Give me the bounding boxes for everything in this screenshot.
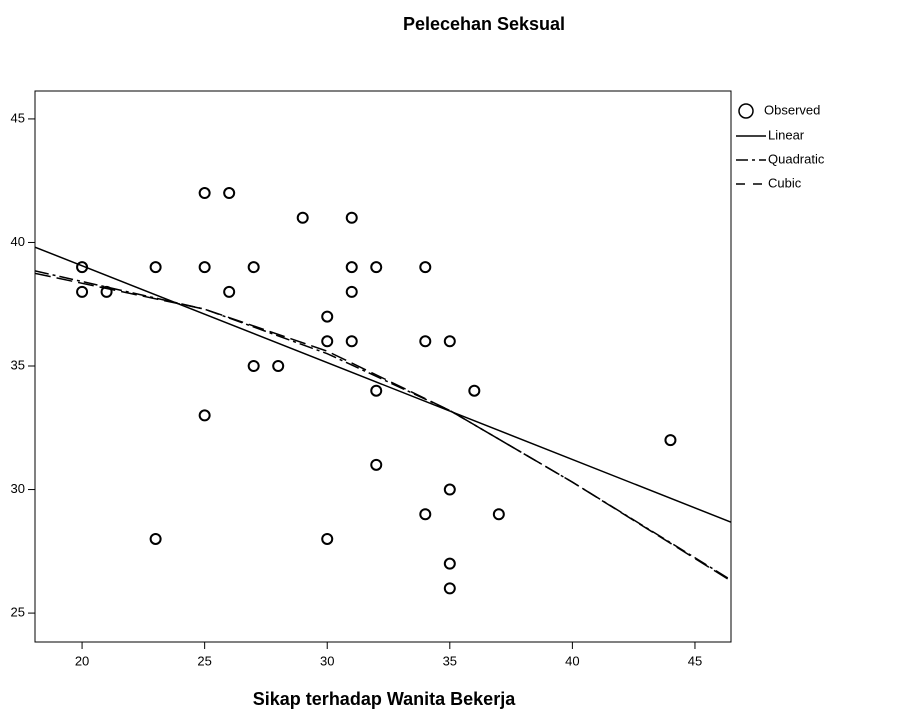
point <box>223 187 236 200</box>
point <box>321 310 334 323</box>
x-tick-label: 30 <box>320 653 334 668</box>
point <box>321 335 334 348</box>
fit-line <box>35 272 731 582</box>
point <box>370 261 383 274</box>
legend-marker <box>738 103 754 119</box>
point <box>664 434 677 447</box>
y-tick-label: 35 <box>11 357 25 372</box>
x-tick-label: 40 <box>565 653 579 668</box>
x-tick-label: 25 <box>197 653 211 668</box>
legend-label: Linear <box>768 127 805 142</box>
x-tick-label: 35 <box>443 653 457 668</box>
point <box>76 261 89 274</box>
point <box>76 285 89 298</box>
point <box>345 335 358 348</box>
point <box>198 409 211 422</box>
point <box>443 557 456 570</box>
point <box>272 360 285 373</box>
point <box>370 384 383 397</box>
y-tick-label: 45 <box>11 110 25 125</box>
point <box>247 261 260 274</box>
point <box>345 261 358 274</box>
point <box>492 508 505 521</box>
point <box>468 384 481 397</box>
point <box>321 532 334 545</box>
y-tick-label: 25 <box>11 605 25 620</box>
point <box>419 508 432 521</box>
legend-label: Quadratic <box>768 151 825 166</box>
point <box>149 532 162 545</box>
point <box>345 211 358 224</box>
legend-label: Cubic <box>768 175 802 190</box>
fit-line <box>35 246 731 523</box>
y-tick-label: 30 <box>11 481 25 496</box>
chart-title: Pelecehan Seksual <box>403 14 565 34</box>
point <box>247 360 260 373</box>
point <box>345 285 358 298</box>
point <box>198 187 211 200</box>
x-axis-label: Sikap terhadap Wanita Bekerja <box>253 689 516 709</box>
point <box>198 261 211 274</box>
point <box>370 458 383 471</box>
fit-line <box>35 270 731 581</box>
plot-frame <box>34 90 732 643</box>
y-tick-label: 40 <box>11 234 25 249</box>
point <box>296 211 309 224</box>
point <box>419 261 432 274</box>
point <box>149 261 162 274</box>
point <box>443 582 456 595</box>
x-tick-label: 45 <box>688 653 702 668</box>
point <box>443 483 456 496</box>
legend-label: Observed <box>764 102 820 117</box>
point <box>443 335 456 348</box>
point <box>223 285 236 298</box>
point <box>100 285 113 298</box>
x-tick-label: 20 <box>75 653 89 668</box>
point <box>419 335 432 348</box>
